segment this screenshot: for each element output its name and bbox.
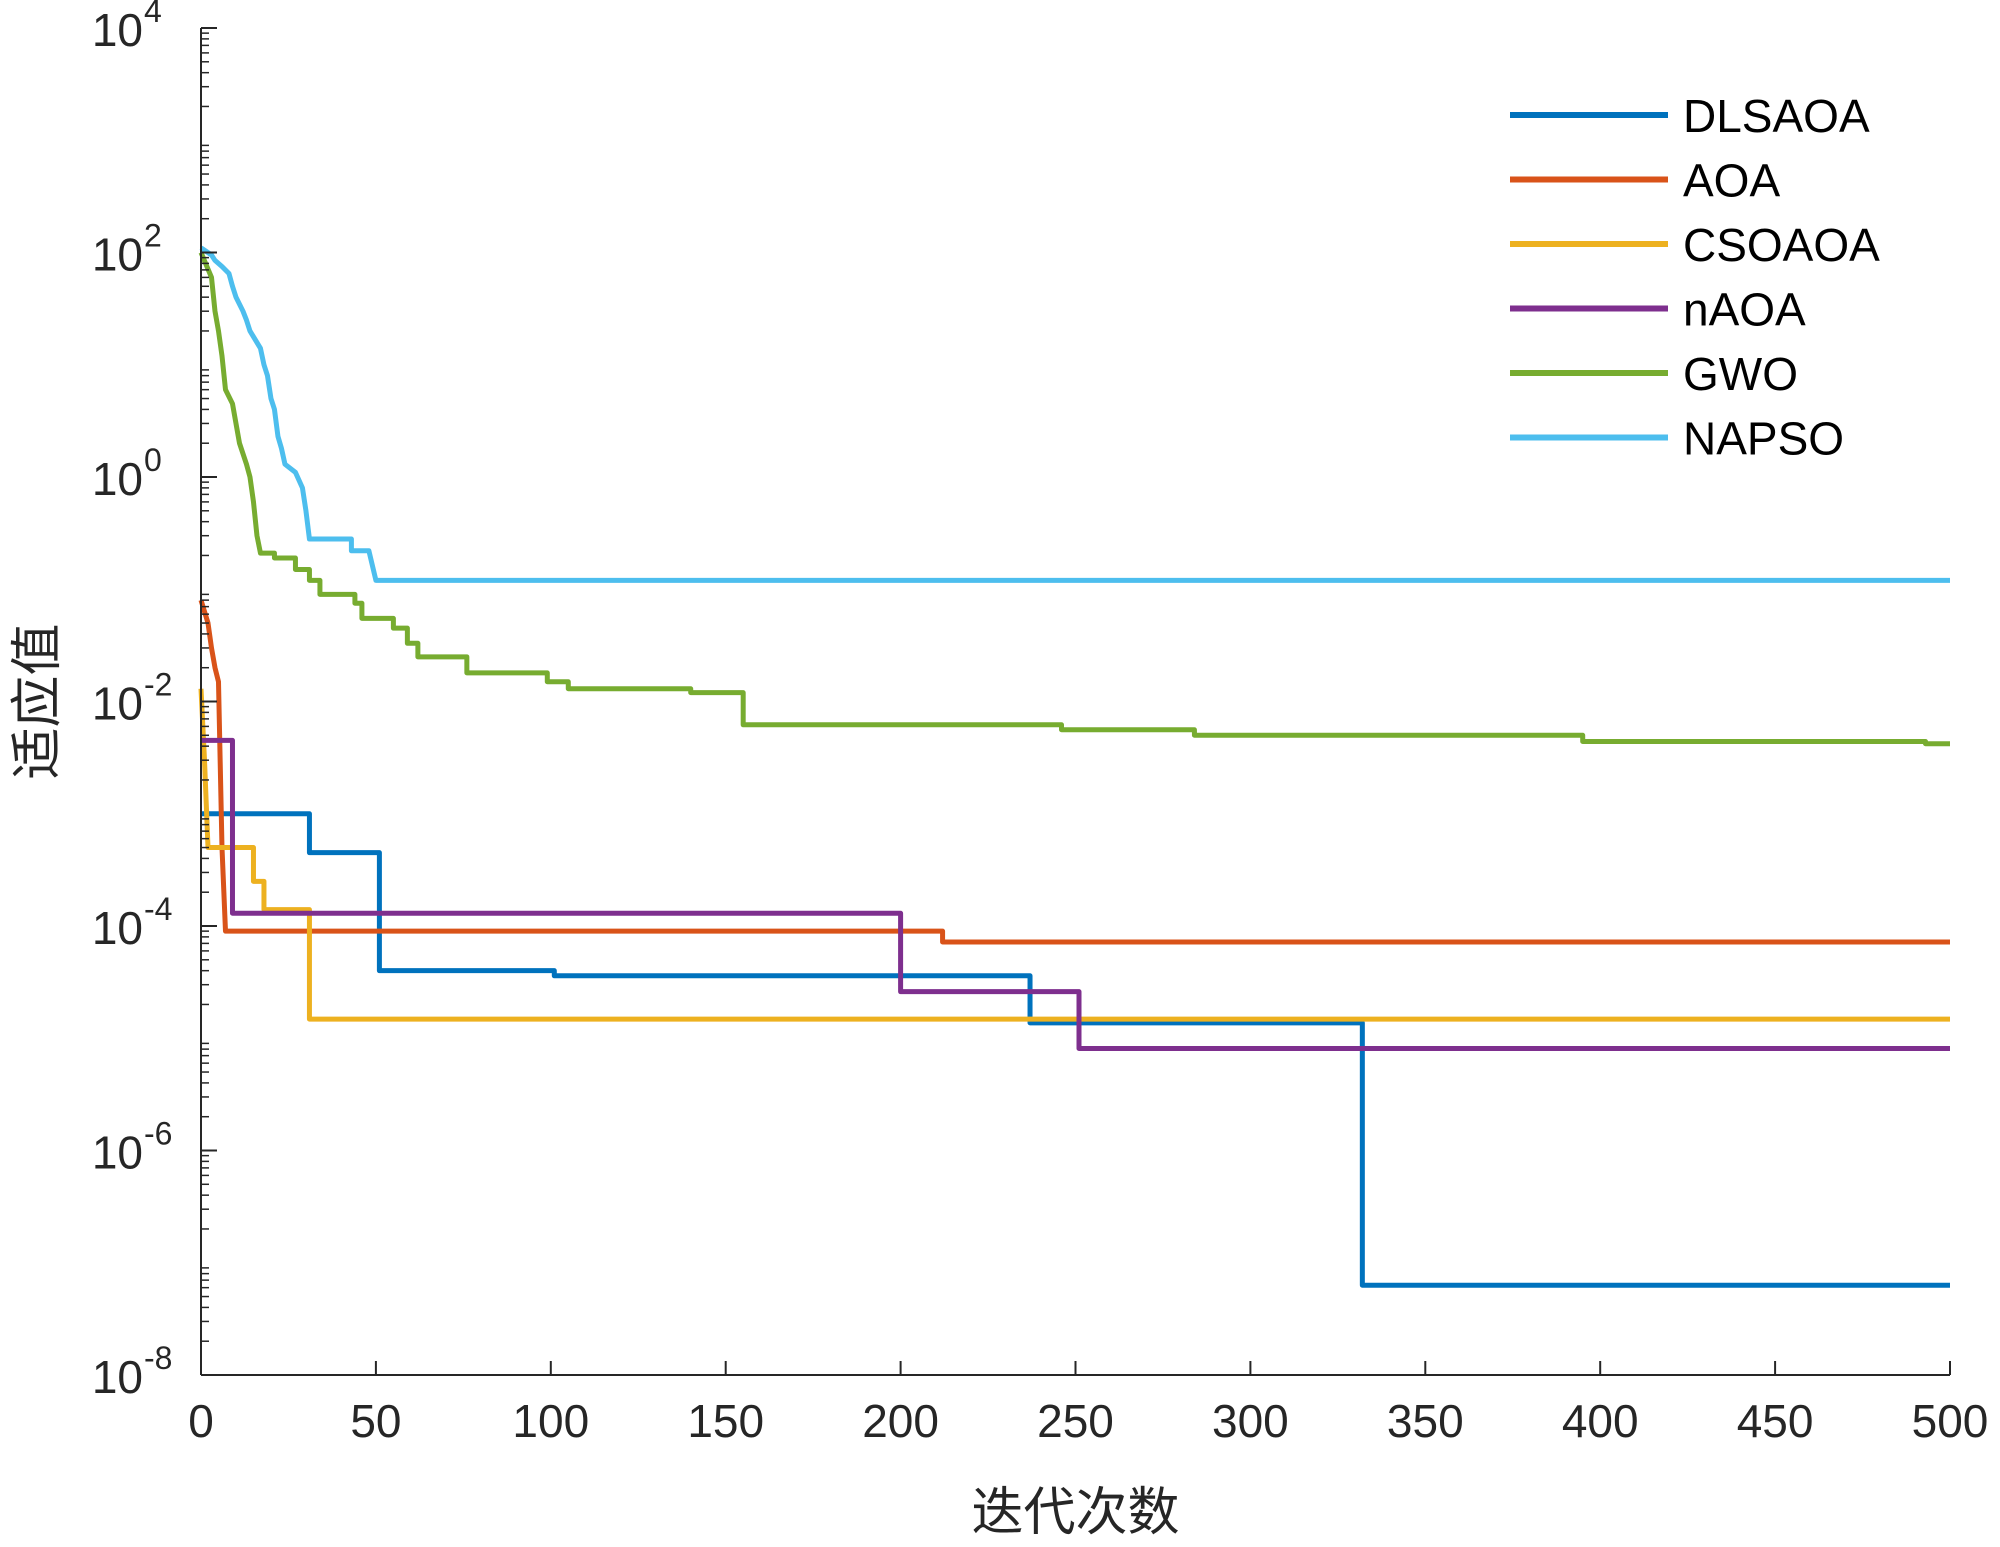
y-tick-label: 10 [92, 1351, 143, 1403]
y-tick-exponent: 2 [144, 218, 162, 254]
y-tick-exponent: -8 [144, 1340, 172, 1376]
y-tick-label: 10 [92, 678, 143, 730]
y-tick-exponent: -4 [144, 891, 172, 927]
x-tick-label: 50 [350, 1395, 401, 1447]
x-tick-label: 0 [188, 1395, 214, 1447]
x-tick-label: 200 [862, 1395, 939, 1447]
y-tick-exponent: -2 [144, 667, 172, 703]
legend-label-napso: NAPSO [1683, 413, 1844, 465]
x-tick-label: 300 [1212, 1395, 1289, 1447]
legend-label-csoaoa: CSOAOA [1683, 219, 1880, 271]
x-axis-label: 迭代次数 [971, 1483, 1179, 1543]
x-tick-label: 250 [1037, 1395, 1114, 1447]
x-tick-label: 450 [1737, 1395, 1814, 1447]
legend-label-naoa: nAOA [1683, 284, 1806, 336]
legend-label-dlsaoa: DLSAOA [1683, 90, 1870, 142]
plot-area [198, 245, 1950, 1288]
x-tick-label: 400 [1562, 1395, 1639, 1447]
x-tick-label: 500 [1912, 1395, 1989, 1447]
y-tick-exponent: 4 [144, 0, 162, 29]
y-tick-label: 10 [92, 1127, 143, 1179]
y-tick-exponent: 0 [144, 442, 162, 478]
x-tick-label: 150 [687, 1395, 764, 1447]
series-line-dlsaoa [201, 811, 1950, 1288]
series-line-csoaoa [198, 688, 1950, 1022]
axes: 0 50 100 150 200 250 300 350 400 450 500 10 -810 -61… [92, 0, 1989, 1447]
y-tick-label: 10 [92, 453, 143, 505]
legend-label-gwo: GWO [1683, 348, 1798, 400]
x-tick-label: 350 [1387, 1395, 1464, 1447]
series-line-naoa [201, 737, 1950, 1052]
series-line-gwo [198, 251, 1950, 747]
legend: DLSAOA AOA CSOAOA nAOA GWO NAPSO [1510, 90, 1880, 465]
series-line-aoa [198, 599, 1950, 945]
series-line-napso [199, 245, 1950, 583]
y-tick-label: 10 [92, 4, 143, 56]
y-tick-label: 10 [92, 902, 143, 954]
legend-label-aoa: AOA [1683, 155, 1780, 207]
y-tick-exponent: -6 [144, 1116, 172, 1152]
y-axis-label: 适应值 [8, 623, 68, 779]
x-tick-label: 100 [512, 1395, 589, 1447]
y-tick-label: 10 [92, 229, 143, 281]
x-axis-ticks: 0 50 100 150 200 250 300 350 400 450 500 [188, 1361, 1988, 1447]
